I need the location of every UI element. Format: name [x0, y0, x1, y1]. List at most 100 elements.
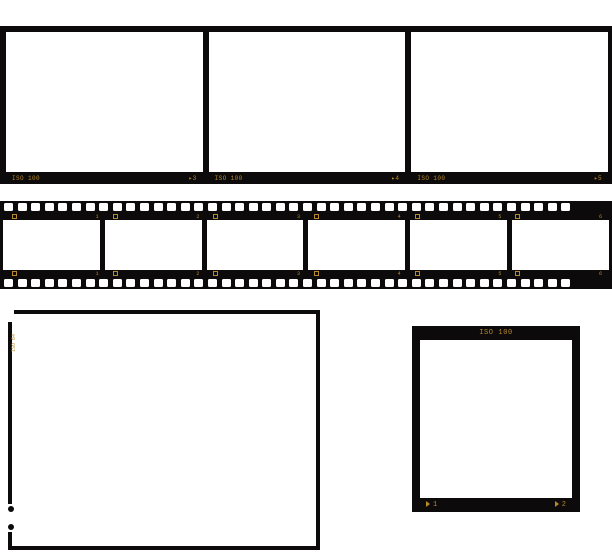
registration-mark-icon [415, 214, 420, 219]
edge-label: 1 [4, 214, 105, 220]
mf-bottom-border: ISO 100 ▸4 [209, 172, 406, 184]
sprocket-hole [398, 279, 407, 287]
sprocket-hole [303, 203, 312, 211]
sprocket-hole [45, 203, 54, 211]
sprocket-hole [235, 279, 244, 287]
sprocket-hole [425, 203, 434, 211]
frame-35mm [308, 220, 405, 270]
frame-35mm [410, 220, 507, 270]
sprocket-hole [113, 203, 122, 211]
frame-number: 4 [398, 271, 407, 277]
mf-frame-number: ▸3 [189, 175, 197, 182]
sprocket-hole [181, 279, 190, 287]
edge-label: 3 [205, 271, 306, 277]
mf-window [411, 32, 608, 172]
sprocket-hole [72, 279, 81, 287]
registration-mark-icon [515, 271, 520, 276]
sprocket-hole [249, 279, 258, 287]
sprocket-hole [194, 203, 203, 211]
sprocket-hole [289, 279, 298, 287]
sprocket-hole [493, 279, 502, 287]
edge-labels-bottom: 123456 [0, 270, 612, 277]
frame-number: 3 [297, 214, 306, 220]
frame-number: 6 [599, 214, 608, 220]
sprocket-hole [344, 279, 353, 287]
sprocket-hole [548, 279, 557, 287]
edge-label: 6 [507, 214, 608, 220]
sprocket-hole [480, 203, 489, 211]
mf-iso-label: ISO 100 [215, 175, 243, 182]
sprocket-hole [86, 279, 95, 287]
mf-frame-number: ▸5 [594, 175, 602, 182]
sprocket-hole [208, 203, 217, 211]
sprocket-hole [72, 203, 81, 211]
sprocket-hole [31, 279, 40, 287]
sprocket-hole [534, 203, 543, 211]
sprocket-hole [99, 203, 108, 211]
sq-frame-number-right: 2 [555, 501, 566, 509]
mf-window [6, 32, 203, 172]
sprocket-hole [357, 279, 366, 287]
registration-mark-icon [314, 214, 319, 219]
sprocket-hole [344, 203, 353, 211]
edge-label: 2 [105, 214, 206, 220]
sprocket-hole [18, 279, 27, 287]
edge-label: 5 [407, 214, 508, 220]
frame-number: 6 [599, 271, 608, 277]
sprocket-hole [330, 279, 339, 287]
mf-frame-number: ▸4 [391, 175, 399, 182]
mf-bottom-border: ISO 100 ▸3 [6, 172, 203, 184]
mf-frame: ISO 100 ▸3 [6, 26, 203, 184]
frame-number: 4 [398, 214, 407, 220]
sq-top-border: ISO 100 [412, 326, 580, 340]
sq-window [420, 340, 572, 498]
edge-label: 2 [105, 271, 206, 277]
film-35mm-strip: 123456 123456 [0, 201, 612, 289]
registration-mark-icon [12, 214, 17, 219]
sq-bottom-border: 1 2 [412, 498, 580, 512]
frame-35mm [512, 220, 609, 270]
sprocket-hole [126, 203, 135, 211]
sprocket-hole [330, 203, 339, 211]
sprocket-hole [289, 203, 298, 211]
sprocket-hole [371, 203, 380, 211]
corner-cut [8, 310, 14, 322]
sprocket-hole [58, 279, 67, 287]
sprocket-hole [45, 279, 54, 287]
sprocket-hole [4, 279, 13, 287]
sprocket-hole [466, 279, 475, 287]
sprocket-hole [86, 203, 95, 211]
mf-bottom-border: ISO 100 ▸5 [411, 172, 608, 184]
sprocket-hole [493, 203, 502, 211]
sprocket-hole [371, 279, 380, 287]
sprocket-row-top [0, 201, 612, 213]
sheet-film-4x5: ISO 64 [8, 310, 320, 550]
sprocket-hole [262, 279, 271, 287]
sprocket-hole [276, 279, 285, 287]
sprocket-hole [31, 203, 40, 211]
edge-label: 4 [306, 271, 407, 277]
sprocket-hole [398, 203, 407, 211]
registration-mark-icon [314, 271, 319, 276]
sprocket-hole [276, 203, 285, 211]
registration-mark-icon [213, 214, 218, 219]
sprocket-hole [453, 203, 462, 211]
sprocket-hole [154, 279, 163, 287]
sprocket-hole [357, 203, 366, 211]
mf-window [209, 32, 406, 172]
sprocket-hole [235, 203, 244, 211]
sprocket-hole [113, 279, 122, 287]
frame-35mm [3, 220, 100, 270]
sprocket-hole [561, 279, 570, 287]
sprocket-hole [466, 203, 475, 211]
sprocket-hole [317, 279, 326, 287]
sprocket-hole [140, 203, 149, 211]
sprocket-hole [385, 203, 394, 211]
edge-label: 1 [4, 271, 105, 277]
sprocket-hole [222, 279, 231, 287]
sprocket-hole [181, 203, 190, 211]
sprocket-hole [412, 279, 421, 287]
sprocket-hole [521, 279, 530, 287]
frames-35mm [0, 220, 612, 270]
sheet-iso-label: ISO 64 [11, 334, 17, 352]
